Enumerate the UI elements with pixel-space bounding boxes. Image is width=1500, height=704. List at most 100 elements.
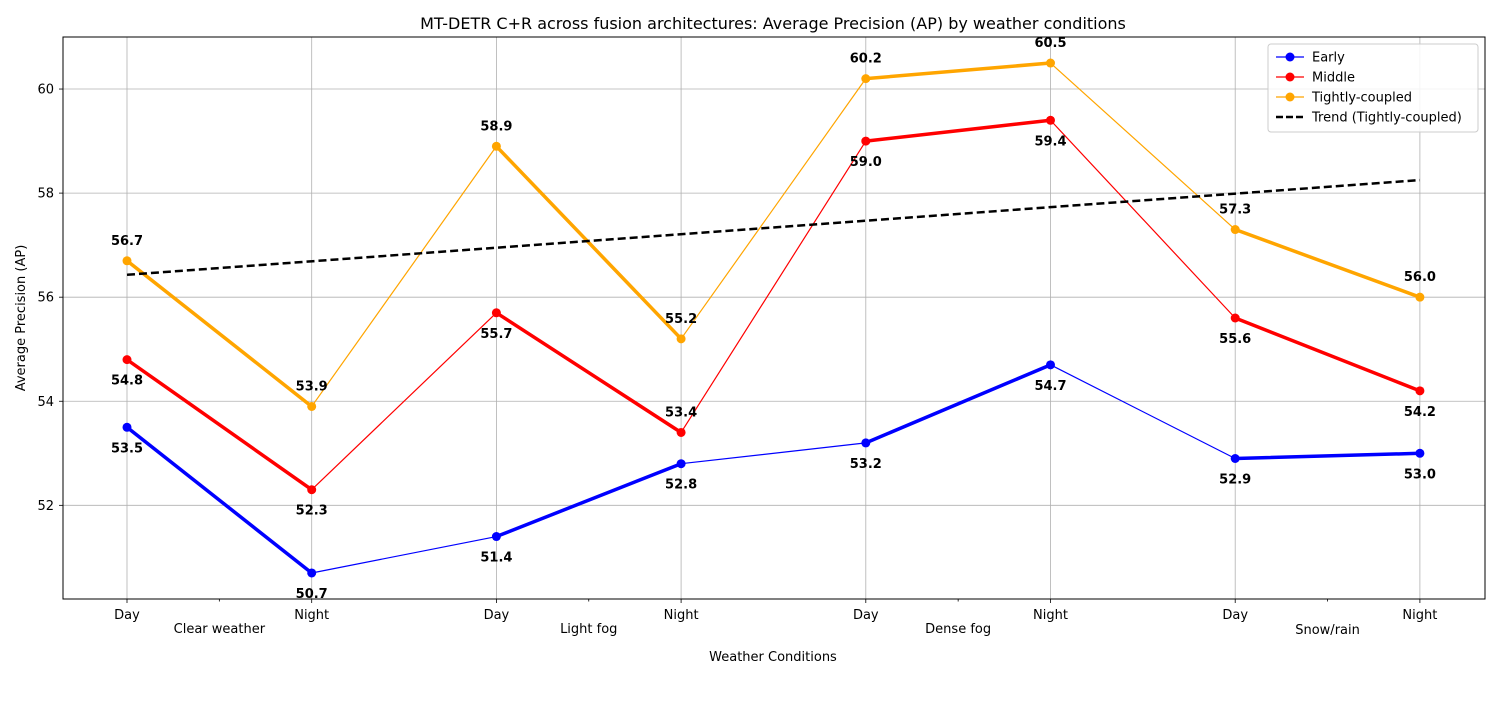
series-segment	[125, 357, 314, 492]
data-point	[676, 427, 686, 437]
y-tick-label: 56	[37, 291, 54, 306]
x-tick-label: Day	[853, 608, 879, 623]
group-label: Snow/rain	[1295, 623, 1360, 638]
series-segment	[1233, 227, 1422, 299]
chart-title: MT-DETR C+R across fusion architectures:…	[420, 14, 1126, 33]
legend-item: Trend (Tightly-coupled)	[1276, 111, 1462, 126]
data-label: 59.0	[850, 155, 882, 170]
data-label: 55.6	[1219, 332, 1251, 347]
series-segment	[311, 535, 497, 574]
data-point	[1230, 313, 1240, 323]
series-segment	[125, 425, 314, 575]
data-label: 59.4	[1034, 134, 1066, 149]
series-segment	[1233, 316, 1422, 393]
x-tick-label: Day	[1222, 608, 1248, 623]
data-label: 52.3	[296, 504, 328, 519]
data-label: 54.7	[1034, 379, 1066, 394]
legend-marker	[1285, 72, 1295, 82]
series-segment	[494, 461, 683, 539]
series-segment	[680, 442, 867, 465]
series-layer	[122, 58, 1425, 578]
data-point	[1415, 386, 1425, 396]
y-tick-label: 60	[37, 83, 54, 98]
data-point	[861, 438, 871, 448]
series-segment	[1049, 62, 1236, 231]
data-label: 58.9	[480, 119, 512, 134]
y-axis: 52 54 56 58 60	[37, 36, 1486, 600]
legend-marker	[1285, 52, 1295, 62]
data-label: 52.9	[1219, 473, 1251, 488]
data-label: 60.2	[850, 52, 882, 67]
data-label: 57.3	[1219, 203, 1251, 218]
data-point	[491, 141, 501, 151]
legend-label: Tightly-coupled	[1311, 91, 1412, 106]
series-segment	[1049, 364, 1236, 460]
data-point	[307, 568, 317, 578]
group-label: Clear weather	[174, 622, 266, 637]
trend-line	[126, 178, 1420, 277]
legend: Early Middle Tightly-coupled Trend (Tightly…	[1267, 43, 1479, 133]
legend-item: Middle	[1276, 71, 1355, 86]
series-segment	[864, 118, 1053, 143]
data-point	[1046, 58, 1055, 68]
series-segment	[864, 363, 1053, 445]
data-point	[1415, 448, 1425, 458]
data-label: 53.2	[850, 457, 882, 472]
data-point	[1415, 292, 1425, 302]
series-segment	[125, 259, 314, 409]
data-label: 51.4	[480, 551, 512, 566]
data-point	[676, 334, 686, 344]
y-axis-title: Average Precision (AP)	[14, 245, 29, 392]
data-point	[122, 355, 132, 365]
group-label: Light fog	[560, 622, 617, 637]
data-label: 52.8	[665, 478, 697, 493]
data-point	[307, 401, 317, 411]
group-label: Dense fog	[925, 622, 991, 637]
legend-marker	[1285, 92, 1295, 102]
series-segment	[1233, 451, 1422, 461]
series-segment	[311, 145, 497, 408]
x-tick-label: Day	[484, 608, 510, 623]
x-axis: Day Night Day Night Day Night Day Night Clear we…	[114, 599, 1437, 638]
data-point	[1046, 360, 1055, 370]
x-tick-label: Night	[664, 608, 699, 623]
data-point	[491, 308, 501, 318]
x-tick-label: Night	[1033, 608, 1068, 623]
series-segment	[311, 312, 497, 491]
series-segment	[494, 311, 683, 435]
series-segment	[494, 144, 683, 341]
data-label: 55.7	[480, 327, 512, 342]
legend-label: Trend (Tightly-coupled)	[1311, 111, 1462, 126]
x-tick-label: Night	[294, 608, 329, 623]
data-point	[491, 532, 501, 542]
x-tick-label: Night	[1402, 608, 1437, 623]
series-tightly-coupled	[122, 58, 1425, 411]
data-point	[676, 459, 686, 469]
y-tick-label: 54	[37, 395, 54, 410]
data-point	[861, 74, 871, 84]
data-point	[122, 422, 132, 432]
data-point	[1230, 225, 1240, 235]
data-label: 56.0	[1404, 270, 1436, 285]
data-point	[122, 256, 132, 266]
series-middle	[122, 115, 1425, 495]
data-label: 53.0	[1404, 467, 1436, 482]
data-labels: 53.5 50.7 51.4 52.8 53.2 54.7 52.9 53.0 54.8 52.3…	[111, 36, 1436, 602]
series-segment	[680, 140, 867, 434]
data-label: 53.5	[111, 441, 143, 456]
data-label: 54.2	[1404, 405, 1436, 420]
x-axis-title: Weather Conditions	[709, 650, 837, 665]
legend-item: Early	[1276, 51, 1345, 66]
grid	[63, 37, 1485, 599]
data-label: 50.7	[296, 587, 328, 602]
data-point	[1230, 454, 1240, 463]
data-label: 56.7	[111, 234, 143, 249]
data-point	[1046, 115, 1055, 125]
data-label: 55.2	[665, 312, 697, 327]
legend-box	[1267, 43, 1479, 133]
series-segment	[864, 61, 1053, 81]
plot-frame	[62, 36, 1486, 600]
data-point	[861, 136, 871, 146]
